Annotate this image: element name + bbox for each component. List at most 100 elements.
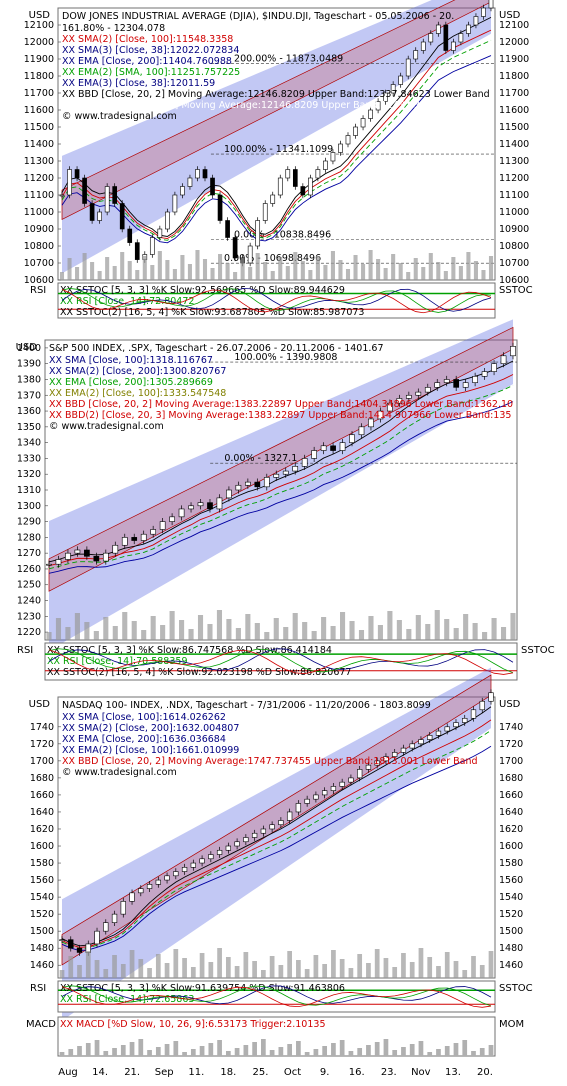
volume-bar: [374, 949, 380, 978]
volume-bar: [278, 965, 284, 978]
y-tick-left: 1390: [17, 359, 41, 370]
macd-bar: [436, 1049, 441, 1056]
macd-bar: [77, 1046, 82, 1056]
volume-bar: [444, 619, 450, 640]
volume-bar: [150, 265, 155, 280]
y-tick-right: 12100: [499, 20, 529, 31]
volume-bar: [434, 610, 440, 640]
candle-body: [270, 194, 276, 204]
y-tick-right: 10900: [499, 224, 529, 235]
y-tick-left: 1620: [30, 824, 54, 835]
currency-label: USD: [16, 342, 38, 353]
volume-bar: [93, 631, 99, 640]
macd-bar: [243, 1045, 249, 1056]
oscillator-line: [61, 288, 492, 314]
candle-body: [187, 177, 193, 187]
macd-bar: [392, 1050, 398, 1056]
macd-bar: [313, 1049, 319, 1056]
y-tick-right: 11100: [499, 190, 529, 201]
candle-body: [348, 777, 354, 783]
y-tick-left: 1520: [30, 909, 54, 920]
indicator-legend: XX RSI [Close, 14]:72.80472: [60, 296, 194, 307]
y-tick-left: 1300: [17, 501, 41, 512]
volume-bar: [466, 252, 471, 280]
chart-panel-3: 1460 1460 1480 1480 1500 1500 1520 1520 1540 1540…: [26, 667, 533, 1078]
moving-average-line: [61, 39, 492, 241]
candle-body: [263, 477, 270, 488]
x-tick: Nov: [411, 1067, 431, 1078]
candle-body: [320, 445, 327, 451]
legend-entry: XX EMA(2) [Close, 100]:1661.010999: [62, 745, 239, 756]
candle-body: [418, 739, 424, 745]
candle-body: [278, 820, 284, 826]
chart-panel-2: 1220 1230 1240 1250 1260 1270 1280 1290 1300 1310…: [16, 319, 555, 681]
moving-average-line: [48, 374, 514, 567]
volume-bar: [59, 970, 65, 978]
y-tick-left: 1380: [17, 374, 41, 385]
y-tick-left: 11000: [24, 207, 54, 218]
volume-bar: [112, 626, 118, 640]
candle-body: [488, 0, 494, 9]
y-tick-left: 11400: [24, 139, 54, 150]
volume-bar: [392, 967, 398, 978]
chart-title: DOW JONES INDUSTRIAL AVERAGE (DJIA), $IN…: [62, 11, 454, 22]
candle-body: [269, 824, 275, 830]
moving-average-line: [48, 401, 514, 574]
candle-body: [357, 769, 363, 779]
volume-bar: [169, 611, 175, 640]
macd-bar: [296, 1041, 301, 1056]
volume-bar: [421, 267, 426, 280]
volume-bar: [409, 962, 415, 978]
candle-body: [413, 50, 419, 60]
indicator-legend: XX SSTOC [5, 3, 3] %K Slow:91.639754 %D …: [60, 983, 345, 994]
candle-body: [311, 450, 317, 459]
volume-bar: [172, 269, 177, 280]
volume-bar: [190, 967, 196, 978]
volume-bar: [129, 950, 135, 978]
y-tick-right: 1600: [499, 841, 523, 852]
moving-average-line: [48, 360, 514, 563]
macd-bar: [59, 1052, 65, 1056]
volume-bar: [264, 632, 270, 640]
volume-bar: [97, 271, 102, 280]
x-tick: 11.: [188, 1067, 204, 1078]
candle-body: [207, 502, 213, 510]
volume-bar: [122, 612, 128, 640]
volume-bar: [339, 612, 346, 640]
macd-bar: [322, 1046, 328, 1056]
macd-bar: [155, 1047, 161, 1056]
volume-bar: [383, 958, 389, 978]
y-tick-right: 10700: [499, 258, 529, 269]
candle-body: [217, 194, 223, 221]
volume-bar: [345, 269, 351, 280]
y-tick-right: 11600: [499, 105, 529, 116]
volume-bar: [482, 632, 488, 640]
candle-body: [368, 109, 373, 119]
candle-body: [150, 529, 157, 535]
legend-entry: XX SMA [Close, 100]:1614.026262: [62, 712, 226, 723]
volume-bar: [481, 270, 486, 280]
oscillator-line: [48, 649, 514, 675]
volume-bar: [387, 611, 393, 640]
volume-bar: [383, 268, 388, 280]
y-tick-right: 11700: [499, 88, 529, 99]
macd-bar: [173, 1041, 179, 1056]
volume-bar: [479, 965, 485, 978]
y-tick-right: 11400: [499, 139, 529, 150]
volume-bar: [296, 960, 301, 978]
y-tick-right: 1460: [499, 960, 523, 971]
volume-bar: [415, 615, 421, 640]
volume-bar: [208, 962, 214, 978]
macd-bar: [357, 1048, 363, 1056]
volume-bar: [138, 959, 144, 978]
candle-body: [74, 549, 81, 554]
candle-body: [301, 458, 308, 467]
macd-bar: [208, 1043, 214, 1056]
candle-body: [140, 533, 147, 541]
candle-body: [103, 922, 109, 932]
candle-body: [146, 884, 153, 889]
volume-bar: [225, 263, 230, 280]
legend-entry: XX BBD [Close, 20, 2] Moving Average:121…: [62, 89, 490, 100]
volume-bar: [453, 628, 459, 640]
candle-body: [84, 549, 90, 557]
